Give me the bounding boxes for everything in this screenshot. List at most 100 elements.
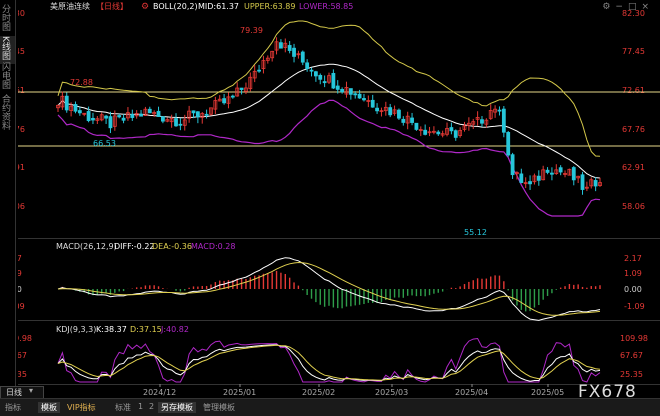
candle-body xyxy=(187,110,192,119)
candle-body xyxy=(462,125,467,130)
candle-body xyxy=(274,41,279,51)
candle-body xyxy=(375,107,379,112)
candle-body xyxy=(99,114,104,121)
kline-chart[interactable]: 美原油连续 【日线】 ⚙ BOLL(20,2) MID:61.37 UPPER:… xyxy=(18,0,660,398)
candle-body xyxy=(239,87,244,90)
close-icon[interactable]: × xyxy=(641,2,654,12)
candle-body xyxy=(261,60,266,69)
macd-value: MACD:0.28 xyxy=(191,242,236,251)
candle-body xyxy=(270,50,275,59)
chart-area[interactable]: 美原油连续 【日线】 ⚙ BOLL(20,2) MID:61.37 UPPER:… xyxy=(18,0,660,398)
sidebar-item-label: K线图 xyxy=(0,36,10,60)
candle-body xyxy=(95,118,100,121)
kdj-k: K:38.37 xyxy=(96,325,127,334)
boll-upper: UPPER:63.89 xyxy=(244,2,295,11)
gear-icon[interactable]: ⚙ xyxy=(602,2,616,12)
tab-template[interactable]: 模板 xyxy=(38,402,60,413)
candle-body xyxy=(519,173,524,183)
candle-body xyxy=(64,95,69,111)
candle-body xyxy=(335,85,340,90)
macd-axis-label-right: 1.09 xyxy=(624,269,642,278)
maximize-icon[interactable]: □ xyxy=(627,2,642,12)
candle-body xyxy=(449,127,454,132)
date-axis-label: 2025/01 xyxy=(223,388,256,397)
price-axis-label-left: 67.76 xyxy=(18,125,25,134)
candle-body xyxy=(536,175,541,181)
kdj-axis: 109.98 109.98 67.67 67.67 25.35 25.35 xyxy=(18,334,648,379)
candle-body xyxy=(174,118,178,127)
candle-body xyxy=(209,107,213,115)
kdj-j-line xyxy=(57,337,601,383)
candle-body xyxy=(571,167,576,181)
boll-label: BOLL(20,2) xyxy=(153,2,198,11)
candle-body xyxy=(580,174,585,190)
candle-body xyxy=(191,110,196,114)
candle-body xyxy=(370,99,375,108)
candle-body xyxy=(156,110,161,117)
candle-body xyxy=(126,112,130,119)
candle-body xyxy=(152,112,157,115)
sidebar-item-timeshare[interactable]: 分时图 xyxy=(0,4,15,44)
candle-body xyxy=(56,104,60,109)
candle-body xyxy=(287,45,292,51)
price-axis-label-right: 77.45 xyxy=(622,47,645,56)
macd-axis-label-right: -1.09 xyxy=(624,302,645,311)
kdj-k-line xyxy=(57,344,601,382)
tab-indicator[interactable]: 指标 xyxy=(5,403,21,412)
candle-body xyxy=(322,81,327,84)
high-label: 79.39 xyxy=(240,26,263,35)
candle-body xyxy=(178,123,183,126)
tab-standard[interactable]: 标准 xyxy=(115,403,131,412)
candle-body xyxy=(313,71,318,77)
boll-mid-line xyxy=(57,63,601,179)
tab-2[interactable]: 2 xyxy=(149,402,155,411)
macd-axis-label: -1.09 xyxy=(18,302,25,311)
candle-body xyxy=(169,118,174,123)
manage-template-button[interactable]: 管理模板 xyxy=(203,403,235,412)
candle-body xyxy=(213,100,218,110)
candle-body xyxy=(121,117,126,121)
candle-body xyxy=(161,116,165,122)
candle-body xyxy=(532,175,537,183)
candle-body xyxy=(230,95,235,98)
boll-upper-line xyxy=(57,20,601,157)
candle-body xyxy=(567,168,572,176)
sidebar-item-kline[interactable]: K线图 xyxy=(0,36,15,64)
candle-body xyxy=(195,111,200,118)
macd-axis-label: 2.17 xyxy=(18,254,22,263)
candle-body xyxy=(528,181,532,185)
candle-body xyxy=(401,118,406,123)
candle-body xyxy=(475,117,480,120)
tab-1[interactable]: 1 xyxy=(138,402,144,411)
price-axis-label-left: 58.06 xyxy=(18,202,25,211)
candle-body xyxy=(453,130,458,138)
candle-body xyxy=(357,93,362,99)
candle-body xyxy=(82,112,87,115)
candle-body xyxy=(257,69,261,72)
settings-icon[interactable]: ⚙ xyxy=(141,2,149,12)
candle-body xyxy=(501,108,506,133)
candle-body xyxy=(584,186,589,189)
candle-body xyxy=(510,154,515,176)
candle-body xyxy=(296,53,301,56)
candle-body xyxy=(60,95,65,108)
price-axis-label-left: 77.45 xyxy=(18,47,25,56)
price-axis-label-right: 72.61 xyxy=(622,86,645,95)
candle-body xyxy=(248,76,253,90)
price-axis-label-right: 58.06 xyxy=(622,202,645,211)
candle-body xyxy=(410,117,414,123)
sidebar-item-contract[interactable]: 合约资料 xyxy=(0,94,15,134)
date-axis-label: 2025/02 xyxy=(302,388,335,397)
candle-body xyxy=(130,114,135,118)
candle-body xyxy=(244,87,248,92)
candle-body xyxy=(541,169,546,181)
kdj-j: J:40.82 xyxy=(160,325,189,334)
minus-icon[interactable]: − xyxy=(615,2,628,12)
tab-vip-indicator[interactable]: VIP指标 xyxy=(67,403,96,412)
sidebar-item-lightning[interactable]: 闪电图 xyxy=(0,62,15,92)
save-template-button[interactable]: 另存模板 xyxy=(158,402,196,413)
candle-body xyxy=(134,113,139,117)
candle-body xyxy=(165,119,170,122)
candle-body xyxy=(305,62,310,70)
price-axis-label-left: 62.91 xyxy=(18,163,25,172)
